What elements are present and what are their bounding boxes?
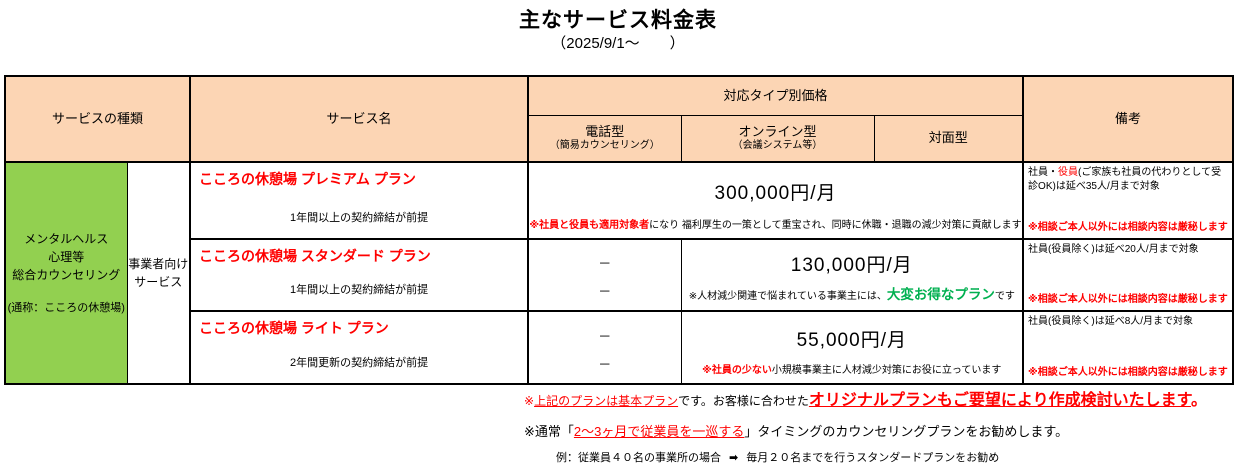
category-line-3: 総合カウンセリング [12, 267, 121, 282]
audience-line-1: 事業者向け [128, 257, 189, 271]
remark-cell-standard: 社員(役員除く)は延べ20人/月まで対象 ※相談ご本人以外には相談内容は厳秘しま… [1022, 238, 1234, 312]
remark-cell-premium: 社員・役員(ご家族も社員の代わりとして受診OK)は延べ35人/月まで対象 ※相談… [1022, 161, 1234, 240]
plan-condition: 1年間以上の契約締結が前提 [289, 212, 429, 224]
footnote-timing-link: 2～3ヶ月で従業員を一巡する [573, 423, 745, 439]
header-online-type-label: オンライン型 [738, 123, 817, 139]
price-note: ※人材減少関連で悩まれている事業主には、大変お得なプランです [682, 283, 1022, 310]
footnote-mid-text: です。お客様に合わせた [678, 394, 809, 408]
remark-secret: ※相談ご本人以外には相談内容は厳秘します [1028, 294, 1228, 305]
phone-price-cell-standard: － － [527, 238, 682, 312]
plan-condition: 2年間更新の契約締結が前提 [289, 357, 429, 369]
plan-condition: 1年間以上の契約締結が前提 [289, 284, 429, 296]
header-price-by-type: 対応タイプ別価格 [527, 75, 1024, 116]
header-remarks: 備考 [1022, 75, 1234, 163]
plan-cell-standard: こころの休憩場 スタンダード プラン 1年間以上の契約締結が前提 [189, 238, 529, 312]
remark-main: 社員(役員除く)は延べ20人/月まで対象 [1028, 244, 1199, 255]
plan-cell-light: こころの休憩場 ライト プラン 2年間更新の契約締結が前提 [189, 310, 529, 385]
footnote-underline-text: 上記のプランは基本プラン [534, 394, 679, 408]
category-line-1: メンタルヘルス [24, 231, 109, 246]
footnote-timing-post: 」タイミングのカウンセリングプランをお勧めします。 [744, 423, 1069, 439]
price-note-post: です [994, 291, 1015, 302]
footnote-basic-plan: ※上記のプランは基本プランです。お客様に合わせたオリジナルプランもご要望により作… [524, 391, 1207, 412]
footnote-period: 。 [1190, 392, 1207, 409]
price-cell-light: 55,000円/月 ※社員の少ない小規模事業主に人材減少対策にお役に立っています [680, 310, 1024, 385]
price-cell-standard: 130,000円/月 ※人材減少関連で悩まれている事業主には、大変お得なプランで… [680, 238, 1024, 312]
header-service-type-label: サービスの種類 [52, 110, 144, 126]
remark-secret: ※相談ご本人以外には相談内容は厳秘します [1028, 222, 1228, 233]
header-price-by-type-label: 対応タイプ別価格 [723, 87, 828, 103]
price-note: ※社員と役員も適用対象者になり 福利厚生の一策として重宝され、同時に休職・退職の… [529, 216, 1022, 238]
category-cell: メンタルヘルス 心理等 総合カウンセリング (通称：こころの休憩場) [4, 161, 128, 385]
remark-post: (ご家族も社員の代わりとして受診OK)は延べ35人/月まで対象 [1028, 167, 1222, 192]
footnote-example-pre: 例：従業員４０名の事業所の場合 [556, 451, 721, 464]
price-value: 55,000円/月 [796, 330, 907, 351]
header-service-name-label: サービス名 [326, 110, 392, 126]
plan-name: こころの休憩場 プレミアム プラン [199, 171, 416, 187]
remark-secret: ※相談ご本人以外には相談内容は厳秘します [1028, 367, 1228, 378]
price-note: ※社員の少ない小規模事業主に人材減少対策にお役に立っています [682, 361, 1022, 383]
price-value: 300,000円/月 [714, 183, 837, 204]
plan-name: こころの休憩場 スタンダード プラン [199, 248, 431, 264]
header-face-type-label: 対面型 [928, 130, 968, 146]
remark-red: 役員 [1058, 167, 1079, 178]
header-phone-type: 電話型 （簡易カウンセリング） [527, 114, 682, 163]
price-table: サービスの種類 サービス名 対応タイプ別価格 備考 電話型 （簡易カウンセリング… [4, 75, 1235, 385]
price-note-highlight: 大変お得なプラン [886, 287, 995, 302]
footnote-example: 例：従業員４０名の事業所の場合 ➡ 毎月２０名までを行うスタンダードプランをお勧め [556, 449, 1207, 465]
header-online-type: オンライン型 （会議システム等） [680, 114, 875, 163]
category-alias: (通称：こころの休憩場) [7, 301, 125, 314]
remark-main: 社員・役員(ご家族も社員の代わりとして受診OK)は延べ35人/月まで対象 [1028, 166, 1228, 193]
footnote-timing-pre: ※通常「 [524, 423, 574, 439]
category-line-2: 心理等 [48, 249, 85, 264]
dash-phone-note: － [598, 357, 612, 372]
audience-cell: 事業者向け サービス [126, 161, 191, 385]
footnote-mark: ※ [524, 394, 535, 408]
footnote-timing: ※通常「2～3ヶ月で従業員を一巡する」タイミングのカウンセリングプランをお勧めし… [524, 421, 1207, 440]
audience-line-2: サービス [134, 275, 183, 289]
footnote-original-plan-text: オリジナルプランもご要望により作成検討いたします [808, 392, 1191, 409]
price-note-rest: 小規模事業主に人材減少対策にお役に立っています [771, 365, 1002, 376]
price-note-pre: ※人材減少関連で悩まれている事業主には、 [688, 291, 887, 302]
page-title: 主なサービス料金表 [519, 9, 717, 32]
header-phone-type-sub: （簡易カウンセリング） [549, 140, 660, 152]
price-cell-premium: 300,000円/月 ※社員と役員も適用対象者になり 福利厚生の一策として重宝さ… [527, 161, 1024, 240]
header-phone-type-label: 電話型 [585, 123, 625, 139]
header-face-type: 対面型 [873, 114, 1024, 163]
remark-main: 社員(役員除く)は延べ8人/月まで対象 [1028, 316, 1194, 327]
right-arrow-icon: ➡ [729, 451, 739, 464]
header-online-type-sub: （会議システム等） [732, 140, 823, 152]
price-note-rest: になり 福利厚生の一策として重宝され、同時に休職・退職の減少対策に貢献します [649, 220, 1022, 231]
remark-cell-light: 社員(役員除く)は延べ8人/月まで対象 ※相談ご本人以外には相談内容は厳秘します [1022, 310, 1234, 385]
effective-date: （2025/9/1～ ） [551, 35, 685, 52]
plan-cell-premium: こころの休憩場 プレミアム プラン 1年間以上の契約締結が前提 [189, 161, 529, 240]
header-remarks-label: 備考 [1115, 110, 1142, 126]
dash-phone-price: － [598, 256, 612, 271]
dash-phone-note: － [598, 284, 612, 299]
dash-phone-price: － [598, 328, 612, 344]
header-service-name: サービス名 [189, 75, 529, 163]
plan-name: こころの休憩場 ライト プラン [199, 320, 389, 336]
footnote-example-post: 毎月２０名までを行うスタンダードプランをお勧め [746, 451, 1000, 464]
price-note-red: ※社員の少ない [702, 365, 772, 376]
price-value: 130,000円/月 [790, 255, 913, 276]
remark-pre: 社員・ [1028, 167, 1059, 178]
header-service-type: サービスの種類 [4, 75, 191, 163]
phone-price-cell-light: － － [527, 310, 682, 385]
price-note-red: ※社員と役員も適用対象者 [529, 220, 650, 231]
footnotes: ※上記のプランは基本プランです。お客様に合わせたオリジナルプランもご要望により作… [524, 391, 1207, 465]
